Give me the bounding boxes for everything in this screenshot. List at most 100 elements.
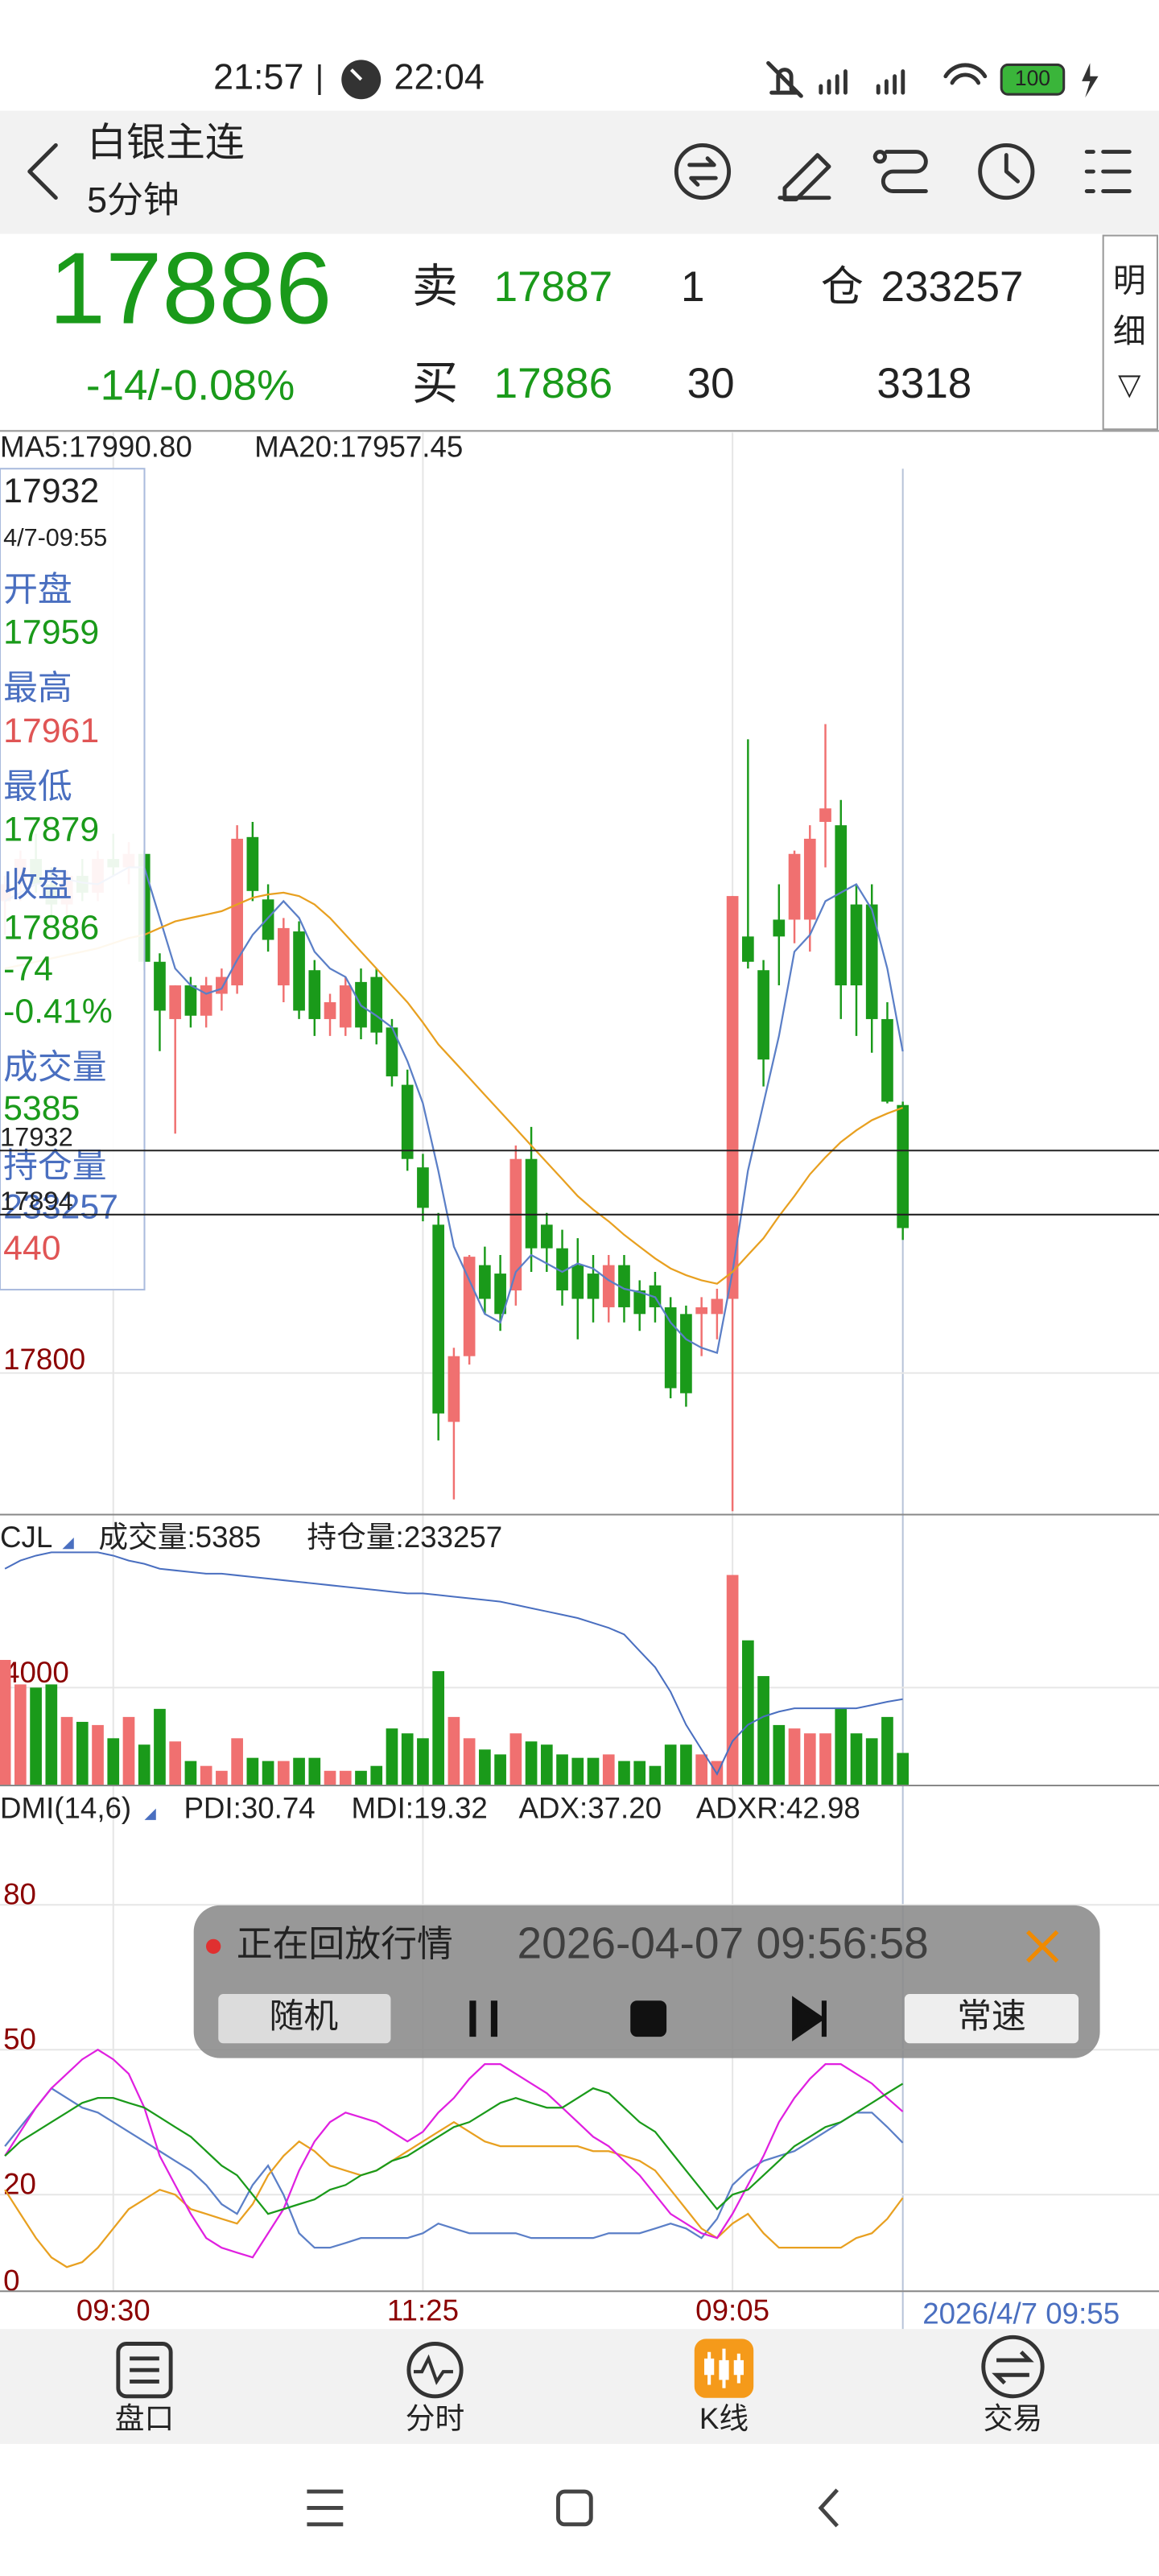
candle-body	[556, 1248, 568, 1291]
info-value: 17959	[3, 613, 99, 652]
volume-bar	[200, 1765, 212, 1786]
y-tick-label: 80	[3, 1878, 36, 1911]
header-title: 白银主连	[87, 121, 245, 164]
next-button[interactable]	[792, 1996, 827, 2041]
candle-body	[417, 1167, 429, 1208]
candle-body	[432, 1224, 445, 1414]
volume-bar	[897, 1752, 909, 1786]
volume-bar	[30, 1687, 42, 1786]
volume-bar	[432, 1671, 445, 1786]
candle-body	[370, 976, 383, 1033]
nav-item[interactable]: 交易	[981, 2334, 1045, 2435]
nav-icon	[704, 2358, 715, 2376]
replay-background	[193, 1905, 1100, 2058]
candle-panel: 17800 MA5:17990.80 MA20:17957.45	[0, 430, 1159, 1512]
volume-bar	[246, 1757, 259, 1786]
candle-body	[509, 1158, 522, 1291]
series-line	[4, 891, 904, 1285]
wifi-icon	[943, 63, 988, 85]
system-menu[interactable]	[307, 2489, 344, 2527]
panel-title: DMI(14,6)	[0, 1791, 131, 1824]
sell-qty: 1	[681, 263, 705, 311]
legend-entry: MDI:19.32	[351, 1791, 487, 1824]
info-box: 17932 4/7-09:55 开盘 17959 最高 17961 最低 178…	[0, 468, 146, 1291]
nav-item[interactable]: 盘口	[115, 2342, 174, 2436]
volume-bar	[525, 1741, 538, 1786]
volume-bar	[819, 1733, 831, 1786]
volume: 3318	[876, 360, 971, 407]
candle-body	[695, 1307, 707, 1315]
volume-bar	[602, 1754, 615, 1786]
nav-icon	[130, 2356, 159, 2384]
info-label: 最高	[3, 669, 72, 708]
y-tick-label: 0	[3, 2264, 19, 2297]
info-label: 持仓量	[3, 1146, 106, 1185]
volume-panel: 4000 CJL 成交量:5385 持仓量:233257	[0, 1521, 1159, 1786]
back-button[interactable]	[27, 142, 58, 200]
random-button[interactable]: 随机	[218, 1994, 391, 2044]
nav-label: K线	[699, 2402, 749, 2435]
x-tick-label: 09:30	[76, 2293, 151, 2326]
series-line	[4, 2048, 904, 2259]
volume-bar	[788, 1728, 801, 1786]
y-tick-label: 50	[3, 2023, 36, 2056]
replay-time: 2026-04-07 09:56:58	[517, 1918, 928, 1967]
history-button[interactable]	[978, 142, 1035, 200]
nav-item[interactable]: K线	[694, 2339, 754, 2435]
volume-bar	[45, 1684, 58, 1786]
candle-body	[293, 931, 305, 1011]
legend-entry: PDI:30.74	[184, 1791, 315, 1824]
candle-body	[339, 985, 352, 1028]
oi-label: 仓	[821, 263, 864, 311]
candle-body	[386, 1027, 398, 1077]
system-back[interactable]	[818, 2488, 839, 2528]
speed-button[interactable]: 常速	[904, 1994, 1079, 2044]
switch-button[interactable]	[674, 142, 732, 200]
reference-label: 17932	[0, 1122, 73, 1152]
candle-body	[819, 808, 831, 822]
nav-icon	[413, 2354, 453, 2385]
candle-body	[835, 825, 848, 986]
detail-button[interactable]: 明 细 ▽	[1102, 234, 1158, 431]
status-bar	[0, 0, 1159, 111]
volume-bar	[92, 1724, 104, 1786]
nav-label: 分时	[406, 2402, 464, 2435]
reference-lines: 17932 17894	[0, 1122, 1159, 1216]
volume-bar	[479, 1749, 491, 1786]
header	[0, 110, 1159, 234]
info-value: 440	[3, 1228, 60, 1267]
volume-bar	[0, 1660, 11, 1786]
draw-button[interactable]	[777, 153, 831, 202]
candle-body	[897, 1104, 909, 1228]
system-home[interactable]	[556, 2489, 593, 2527]
volume-bar	[850, 1733, 863, 1786]
volume-bar	[680, 1744, 692, 1786]
volume-bar	[509, 1733, 522, 1786]
volume-bar	[308, 1757, 321, 1786]
button-text: 随机	[270, 1997, 339, 2036]
pause-button[interactable]	[469, 2000, 498, 2037]
nav-item[interactable]: 分时	[406, 2342, 464, 2436]
volume-bar	[184, 1761, 197, 1786]
status-separator: |	[316, 59, 324, 96]
stop-button[interactable]	[630, 2000, 667, 2037]
legend-entry: ADXR:42.98	[696, 1791, 860, 1824]
candle-body	[401, 1084, 414, 1159]
sell-price: 17887	[494, 263, 612, 311]
candle-body	[587, 1274, 600, 1299]
menu-button[interactable]	[1084, 150, 1132, 193]
nav-label: 盘口	[115, 2402, 174, 2435]
replay-close[interactable]	[1026, 1930, 1059, 1963]
compare-button[interactable]	[872, 150, 928, 193]
header-subtitle: 5分钟	[87, 180, 179, 221]
volume-bar	[60, 1716, 73, 1786]
volume-bar	[494, 1754, 506, 1786]
candle-body	[277, 927, 290, 986]
legend-entry: 持仓量:233257	[307, 1521, 502, 1554]
replay-dot	[205, 1938, 221, 1955]
nav-icon	[981, 2334, 1045, 2399]
volume-bar	[556, 1754, 568, 1786]
panel-title: CJL	[0, 1521, 52, 1554]
y-tick-label: 17800	[3, 1343, 85, 1376]
